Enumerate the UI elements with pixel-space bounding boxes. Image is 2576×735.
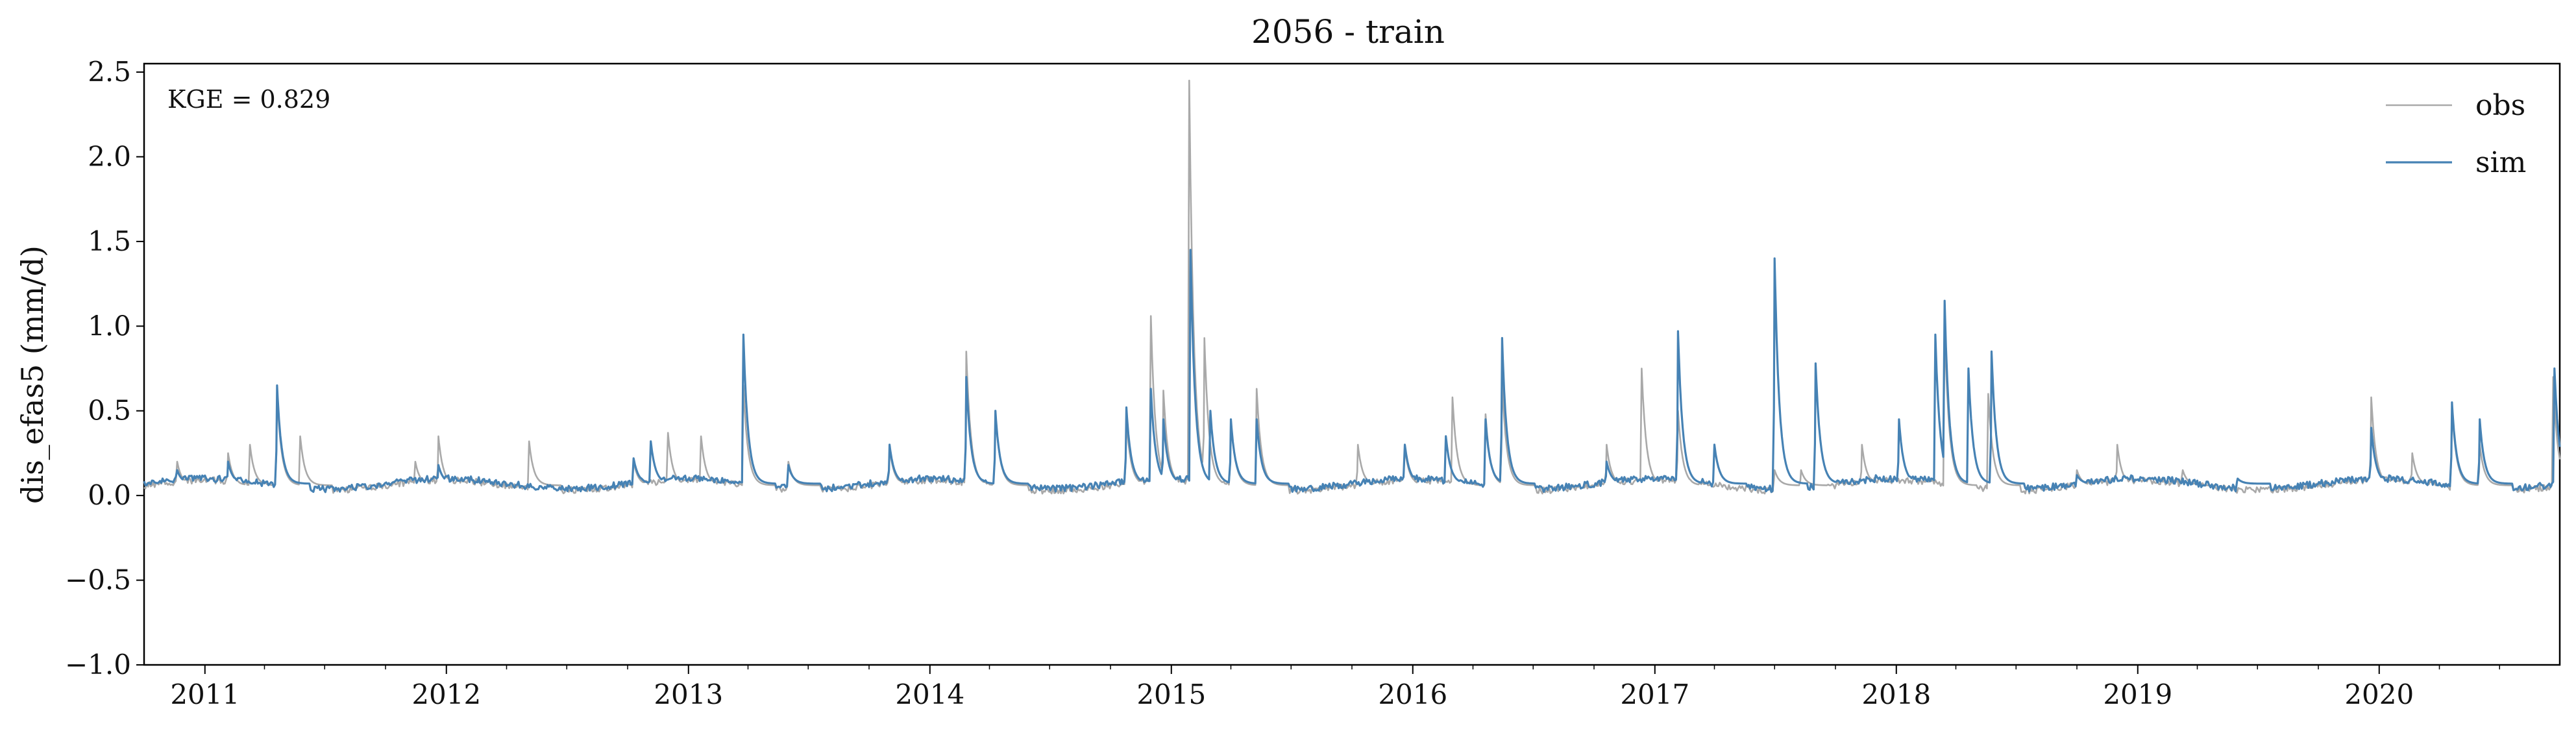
legend-label-sim: sim xyxy=(2475,146,2526,179)
series-line-sim xyxy=(143,249,2561,493)
y-tick-label: 1.5 xyxy=(88,225,131,257)
plot-frame xyxy=(143,62,2561,666)
legend: obs sim xyxy=(2386,89,2526,179)
y-tick-label: −0.5 xyxy=(65,564,131,596)
series-line-obs xyxy=(143,79,2561,495)
series-lines xyxy=(143,79,2561,495)
plot-area: −1.0−0.50.00.51.01.52.02.5 2011 2012 2013 2… xyxy=(65,56,2561,710)
x-tick-label: 2011 xyxy=(170,679,239,710)
x-tick-label: 2020 xyxy=(2344,679,2414,710)
x-tick-label: 2014 xyxy=(895,679,964,710)
y-tick-label: 0.0 xyxy=(88,479,131,511)
kge-annotation: KGE = 0.829 xyxy=(167,85,330,114)
x-tick-label: 2019 xyxy=(2103,679,2172,710)
legend-label-obs: obs xyxy=(2475,89,2525,122)
x-tick-label: 2015 xyxy=(1136,679,1206,710)
x-tick-label: 2016 xyxy=(1378,679,1447,710)
y-tick-label: 2.0 xyxy=(88,140,131,172)
y-tick-label: 2.5 xyxy=(88,56,131,88)
y-tick-label: 0.5 xyxy=(88,395,131,427)
y-axis: −1.0 −0.5 0.0 0.5 1.0 1.5 2.0 2.5 xyxy=(65,56,144,680)
y-tick-label: −1.0 xyxy=(65,649,131,680)
y-axis-label: dis_efas5 (mm/d) xyxy=(15,245,50,504)
x-axis: 2011 2012 2013 2014 2015 2016 2017 2018 2019 2020 xyxy=(170,665,2501,710)
x-tick-label: 2013 xyxy=(654,679,723,710)
x-tick-label: 2012 xyxy=(411,679,481,710)
x-tick-label: 2018 xyxy=(1861,679,1931,710)
x-tick-label: 2017 xyxy=(1620,679,1689,710)
chart-title: 2056 - train xyxy=(1251,13,1445,51)
y-tick-label: 1.0 xyxy=(88,310,131,342)
